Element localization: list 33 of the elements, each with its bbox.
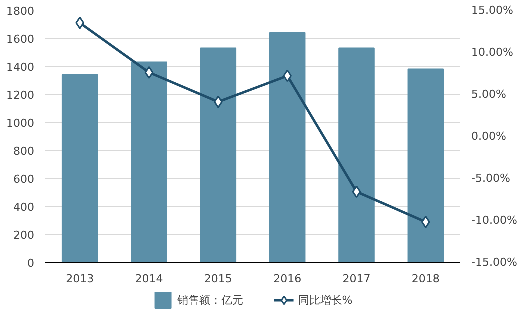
x-tick-label: 2015: [204, 272, 232, 286]
y-tick-label: 1400: [6, 61, 35, 74]
bar: [408, 68, 444, 262]
y-tick-label: 600: [14, 173, 35, 186]
y-tick-label: 1800: [6, 5, 35, 18]
legend-label: 同比增长%: [298, 292, 353, 308]
y2-tick-label: 5.00%: [472, 88, 506, 101]
x-tick-label: 2013: [66, 272, 94, 286]
bar: [338, 48, 375, 262]
y2-tick-label: 15.00%: [472, 4, 514, 17]
y-tick-label: 800: [14, 145, 35, 158]
y2-tick-label: -15.00%: [472, 256, 518, 269]
bar: [62, 74, 98, 262]
x-tick-label: 2014: [135, 272, 164, 286]
y2-tick-label: 10.00%: [472, 46, 514, 59]
bar: [131, 62, 168, 262]
bar: [200, 48, 237, 262]
point: [144, 66, 154, 79]
y-tick-label: 200: [14, 229, 35, 242]
x-tick-label: 2018: [412, 272, 440, 286]
point: [352, 186, 362, 198]
x-tick-label: 2017: [342, 272, 371, 286]
y-tick-label: 1000: [6, 117, 35, 130]
y-tick-label: 400: [14, 201, 35, 214]
bar: [269, 32, 306, 262]
y2-tick-label: 0.00%: [472, 130, 506, 143]
y2-tick-label: -10.00%: [472, 214, 518, 227]
y-tick-label: 1200: [6, 89, 35, 102]
y2-tick-label: -5.00%: [472, 172, 510, 185]
y-tick-label: 1600: [6, 33, 35, 46]
y-tick-label: 0: [28, 257, 34, 270]
legend-label: 销售额：亿元: [177, 292, 244, 308]
x-tick-label: 2016: [274, 272, 302, 286]
